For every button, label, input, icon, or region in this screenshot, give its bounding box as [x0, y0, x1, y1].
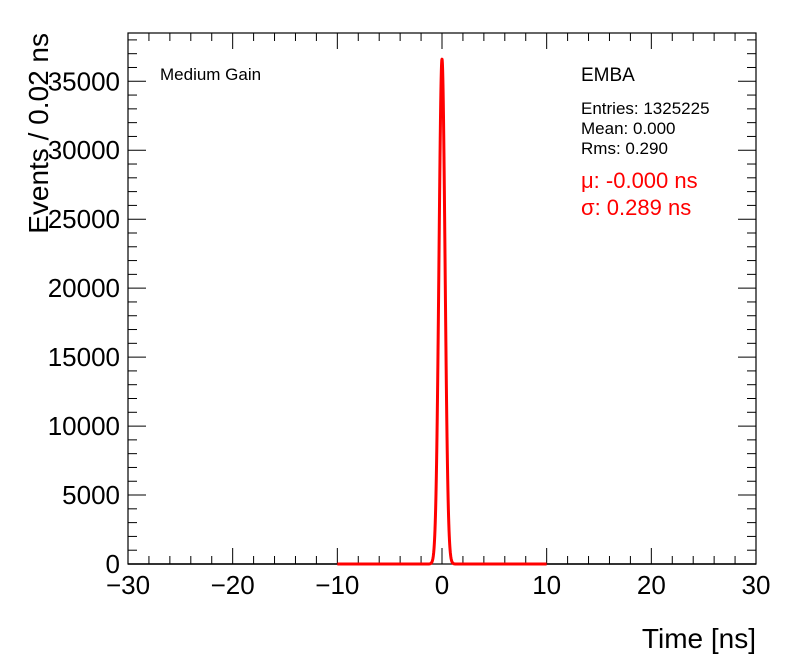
- x-axis-title: Time [ns]: [642, 623, 756, 654]
- data-layer: [128, 57, 756, 566]
- x-tick-label: 30: [742, 570, 771, 600]
- x-tick-label: 10: [532, 570, 561, 600]
- y-tick-label: 35000: [48, 66, 120, 96]
- stat-entries: Entries: 1325225: [581, 99, 710, 118]
- y-tick-label: 0: [106, 549, 120, 579]
- y-tick-label: 30000: [48, 135, 120, 165]
- fit-curve: [335, 57, 549, 566]
- y-tick-label: 20000: [48, 273, 120, 303]
- x-tick-label: 0: [435, 570, 449, 600]
- y-tick-label: 25000: [48, 204, 120, 234]
- stat-mean: Mean: 0.000: [581, 119, 676, 138]
- fit-sigma-label: σ: 0.289 ns: [581, 195, 691, 220]
- x-tick-label: 20: [637, 570, 666, 600]
- stat-rms: Rms: 0.290: [581, 139, 668, 158]
- detector-label: EMBA: [581, 65, 635, 86]
- y-axis-title: Events / 0.02 ns: [23, 33, 54, 234]
- axis-ticks: [127, 33, 757, 565]
- gain-label: Medium Gain: [160, 65, 261, 84]
- y-tick-label: 5000: [62, 480, 120, 510]
- x-tick-label: −20: [211, 570, 255, 600]
- fit-mu-label: μ: -0.000 ns: [581, 168, 698, 193]
- x-tick-labels: −30 −20 −10 0 10 20 30: [106, 570, 771, 600]
- y-tick-label: 15000: [48, 342, 120, 372]
- y-tick-labels: 0 5000 10000 15000 20000 25000 30000 35000: [48, 66, 120, 579]
- x-tick-label: −10: [315, 570, 359, 600]
- x-tick-label: −30: [106, 570, 150, 600]
- y-tick-label: 10000: [48, 411, 120, 441]
